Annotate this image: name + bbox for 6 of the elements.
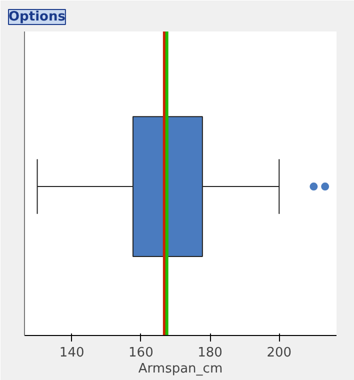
x-tick-label: 200	[266, 346, 292, 360]
x-axis-title: Armspan_cm	[138, 362, 223, 376]
x-tick-label: 140	[59, 346, 84, 360]
text: Options	[8, 10, 66, 24]
x-tick-label: 160	[128, 346, 154, 360]
x-tick-label: 180	[198, 346, 222, 360]
